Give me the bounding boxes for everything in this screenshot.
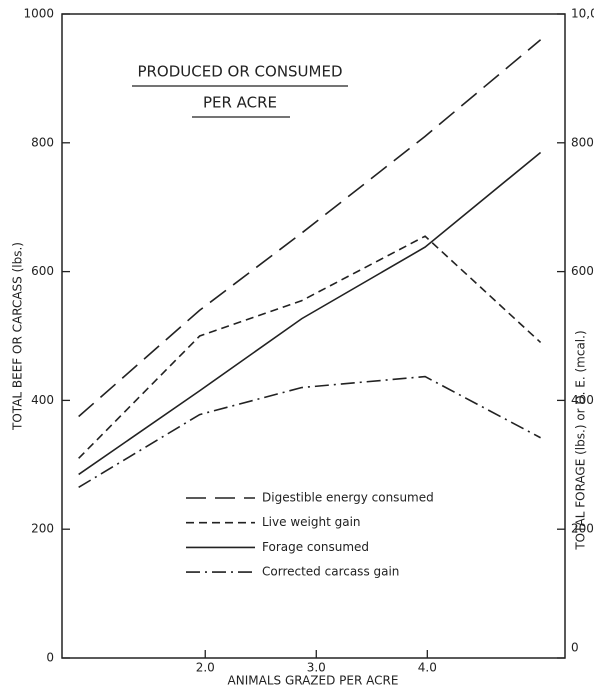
- legend-label: Live weight gain: [262, 515, 361, 529]
- series-line: [78, 39, 542, 418]
- plot-frame: [61, 13, 566, 659]
- legend-label: Digestible energy consumed: [262, 491, 434, 505]
- x-tick-label: 2.0: [196, 661, 215, 675]
- y-tick-label: 1000: [23, 7, 54, 21]
- series-line: [78, 235, 542, 459]
- y2-tick-label: 6000: [571, 264, 594, 278]
- y-tick-label: 600: [31, 264, 54, 278]
- x-axis-label: ANIMALS GRAZED PER ACRE: [228, 674, 399, 688]
- chart-title: PRODUCED OR CONSUMED: [137, 63, 342, 81]
- y-tick-label: 800: [31, 135, 54, 149]
- legend-label: Forage consumed: [262, 540, 369, 554]
- y-axis-label: TOTAL BEEF OR CARCASS (lbs.): [11, 242, 25, 431]
- y2-tick-label: 0: [571, 641, 579, 655]
- y2-tick-label: 2000: [571, 522, 594, 536]
- y2-tick-label: 10,000: [571, 7, 594, 21]
- y2-tick-label: 4000: [571, 393, 594, 407]
- x-tick-label: 4.0: [418, 661, 437, 675]
- x-tick-label: 3.0: [307, 661, 326, 675]
- y-tick-label: 200: [31, 522, 54, 536]
- y2-tick-label: 8000: [571, 135, 594, 149]
- series-line: [78, 151, 542, 476]
- y2-axis-label: TOTAL FORAGE (lbs.) or D. E. (mcal.): [574, 330, 588, 550]
- y-tick-label: 0: [46, 651, 54, 665]
- series-line: [78, 375, 541, 489]
- legend-label: Corrected carcass gain: [262, 565, 399, 579]
- chart-subtitle: PER ACRE: [203, 94, 277, 112]
- y-tick-label: 400: [31, 393, 54, 407]
